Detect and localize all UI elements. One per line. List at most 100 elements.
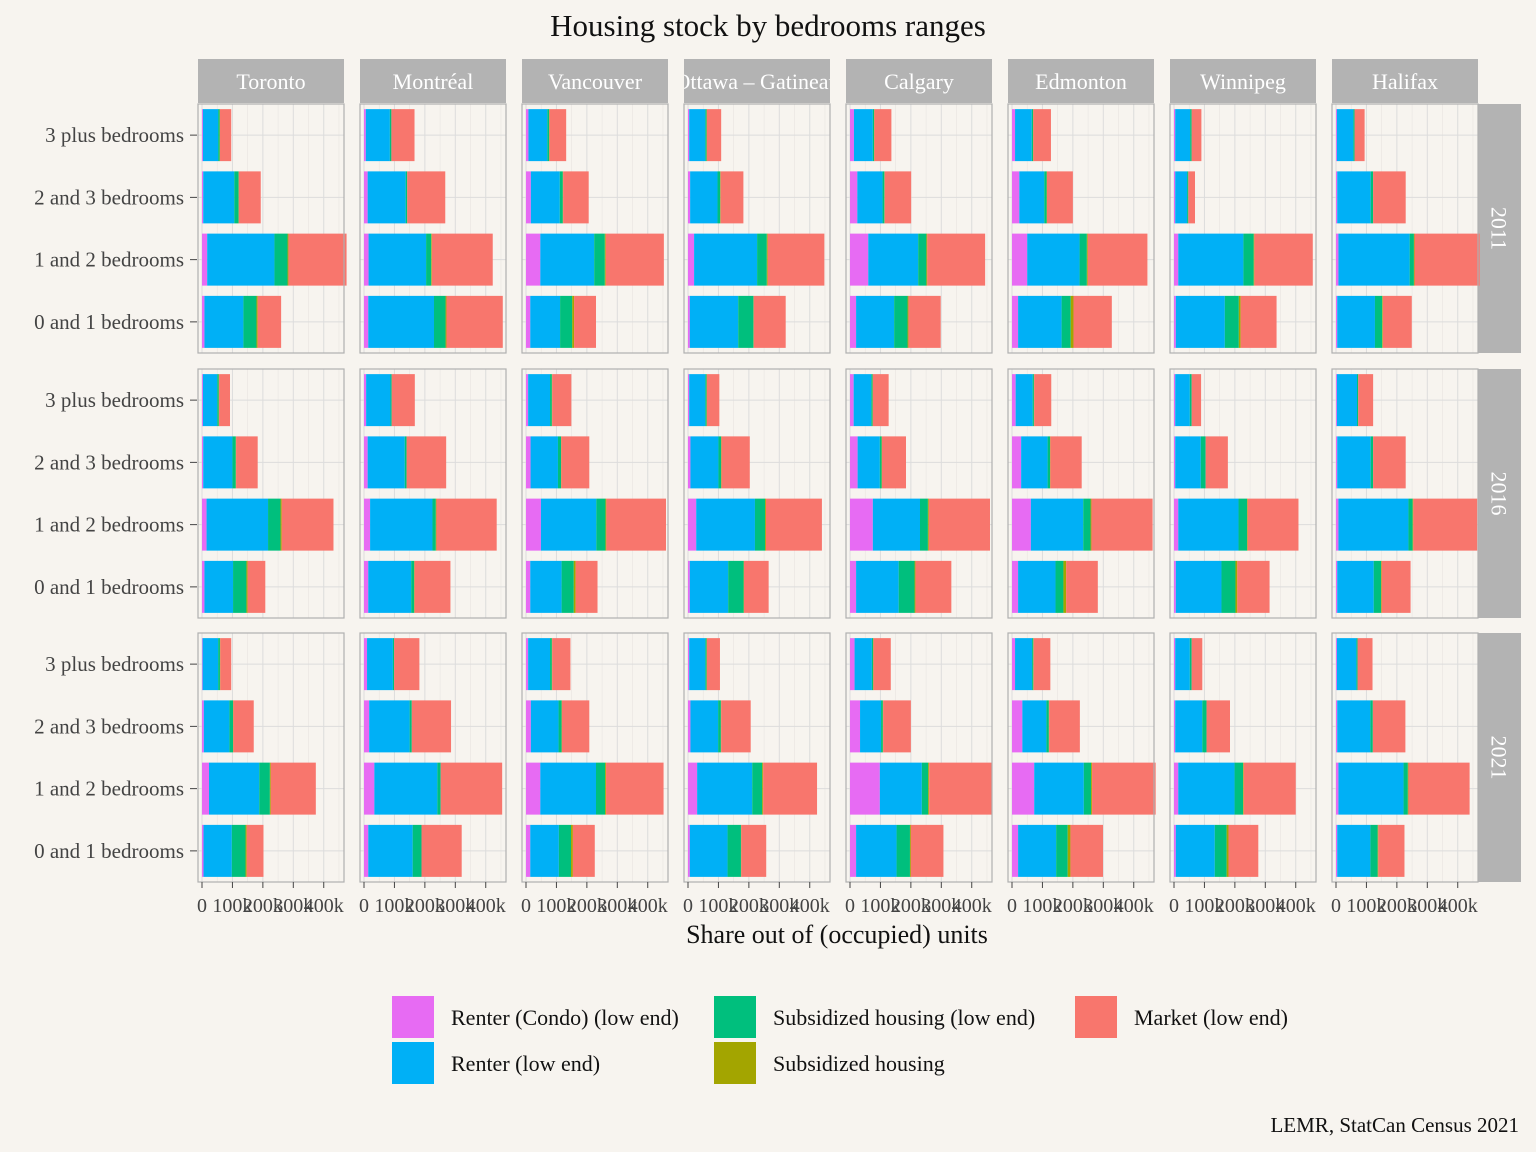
facet-panel-edmonton-2011 <box>1007 103 1155 354</box>
bar-segment-subsidized-housing <box>927 498 929 551</box>
bar-segment-renter-low-end <box>1175 436 1201 489</box>
panel-border <box>683 368 831 619</box>
facet-panel-montreal-2021 <box>359 632 507 883</box>
bar-segment-subsidized-housing <box>1235 560 1238 613</box>
bar-segment-subsidized-housing-low-end <box>879 436 882 489</box>
legend-item-renter-condo-low-end: Renter (Condo) (low end) <box>392 996 679 1038</box>
bar-segment-subsidized-housing <box>1413 233 1415 286</box>
x-tick-label: 0 <box>1169 895 1179 917</box>
bar-segment-subsidized-housing-low-end <box>1190 109 1192 162</box>
y-tick-label: 1 and 2 bedrooms <box>34 513 184 537</box>
facet-strip-year-2021 <box>1477 633 1521 882</box>
bar-segment-subsidized-housing <box>435 498 437 551</box>
bar-segment-market-low-end <box>1414 233 1480 286</box>
x-tick-label: 400k <box>1114 895 1154 917</box>
bar-segment-renter-condo-low-end <box>1336 700 1338 753</box>
bar-segment-renter-condo-low-end <box>1012 700 1023 753</box>
bar-segment-subsidized-housing-low-end <box>217 374 219 427</box>
bar-segment-renter-low-end <box>368 560 412 613</box>
bar-segment-renter-low-end <box>1018 824 1057 877</box>
bar-segment-market-low-end <box>910 824 944 877</box>
bar-segment-renter-low-end <box>209 762 260 815</box>
facet-label-year-2011: 2011 <box>1487 207 1512 250</box>
bar-segment-market-low-end <box>233 700 254 753</box>
bar-segment-renter-condo-low-end <box>1012 498 1031 551</box>
facet-panel-edmonton-2021 <box>1007 632 1156 883</box>
x-tick-label: 200k <box>567 895 607 917</box>
panel-border <box>845 368 993 619</box>
bar-segment-renter-condo-low-end <box>850 762 880 815</box>
bar-segment-market-low-end <box>440 762 503 815</box>
y-tick-label: 1 and 2 bedrooms <box>34 777 184 801</box>
bar-segment-market-low-end <box>563 171 589 224</box>
bar-segment-renter-low-end <box>203 700 230 753</box>
bar-segment-renter-low-end <box>694 233 758 286</box>
bar-segment-renter-condo-low-end <box>1012 762 1035 815</box>
legend-item-subsidized-housing-low-end: Subsidized housing (low end) <box>714 996 1035 1038</box>
bar-segment-renter-low-end <box>203 171 235 224</box>
facet-panel-ottawa-gatineau-2011 <box>683 103 831 354</box>
facet-panel-toronto-2021 <box>197 632 345 883</box>
bar-segment-renter-condo-low-end <box>1336 638 1337 691</box>
bar-segment-renter-condo-low-end <box>364 824 369 877</box>
bar-segment-subsidized-housing-low-end <box>404 436 407 489</box>
bar-segment-renter-low-end <box>207 233 275 286</box>
bar-segment-subsidized-housing-low-end <box>596 498 606 551</box>
bar-segment-subsidized-housing-low-end <box>920 498 928 551</box>
bar-segment-renter-low-end <box>530 700 559 753</box>
bar-segment-renter-low-end <box>853 109 873 162</box>
x-tick-label: 300k <box>597 895 637 917</box>
bar-segment-renter-low-end <box>374 762 438 815</box>
bar-segment-market-low-end <box>1373 171 1406 224</box>
bar-segment-renter-low-end <box>530 436 558 489</box>
x-tick-label: 400k <box>1438 895 1478 917</box>
bar-segment-subsidized-housing-low-end <box>1408 498 1413 551</box>
bar-segment-renter-condo-low-end <box>1336 498 1339 551</box>
bar-segment-subsidized-housing-low-end <box>434 295 446 348</box>
bar-segment-renter-condo-low-end <box>526 824 531 877</box>
bar-segment-market-low-end <box>1092 762 1156 815</box>
bar-segment-subsidized-housing-low-end <box>1079 233 1087 286</box>
facet-label-year-2016: 2016 <box>1487 472 1512 516</box>
bar-segment-subsidized-housing <box>573 560 576 613</box>
bar-segment-subsidized-housing <box>1382 295 1383 348</box>
bar-segment-subsidized-housing-low-end <box>557 436 561 489</box>
facet-strip-halifax <box>1332 59 1478 103</box>
bar-segment-market-low-end <box>1070 824 1103 877</box>
bar-segment-subsidized-housing-low-end <box>1189 374 1192 427</box>
bar-segment-renter-low-end <box>857 436 880 489</box>
bar-segment-renter-condo-low-end <box>688 436 691 489</box>
legend-item-market-low-end: Market (low end) <box>1075 996 1288 1038</box>
bar-segment-renter-low-end <box>697 762 753 815</box>
facet-strip-calgary <box>846 59 992 103</box>
bar-segment-market-low-end <box>706 374 720 427</box>
bar-segment-market-low-end <box>574 295 596 348</box>
bar-segment-renter-low-end <box>1019 171 1045 224</box>
bar-segment-market-low-end <box>431 233 493 286</box>
bar-segment-renter-low-end <box>204 295 244 348</box>
bar-segment-renter-low-end <box>1034 762 1084 815</box>
bar-segment-market-low-end <box>219 109 232 162</box>
x-tick-label: 100k <box>698 895 738 917</box>
bar-segment-subsidized-housing-low-end <box>1221 560 1236 613</box>
bar-segment-renter-low-end <box>690 436 719 489</box>
bar-segment-renter-condo-low-end <box>688 700 691 753</box>
bar-segment-renter-condo-low-end <box>850 824 857 877</box>
bar-segment-renter-condo-low-end <box>1174 295 1176 348</box>
bar-segment-subsidized-housing <box>766 233 768 286</box>
bar-segment-renter-low-end <box>202 638 219 691</box>
facet-panel-winnipeg-2016 <box>1169 368 1317 619</box>
bar-segment-market-low-end <box>883 700 911 753</box>
bar-segment-market-low-end <box>1240 295 1277 348</box>
y-tick-label: 2 and 3 bedrooms <box>34 450 184 474</box>
x-tick-label: 0 <box>1007 895 1017 917</box>
x-tick-label: 100k <box>212 895 252 917</box>
facet-label-toronto: Toronto <box>236 69 305 94</box>
bar-segment-renter-low-end <box>1015 374 1033 427</box>
bar-segment-subsidized-housing-low-end <box>898 560 915 613</box>
